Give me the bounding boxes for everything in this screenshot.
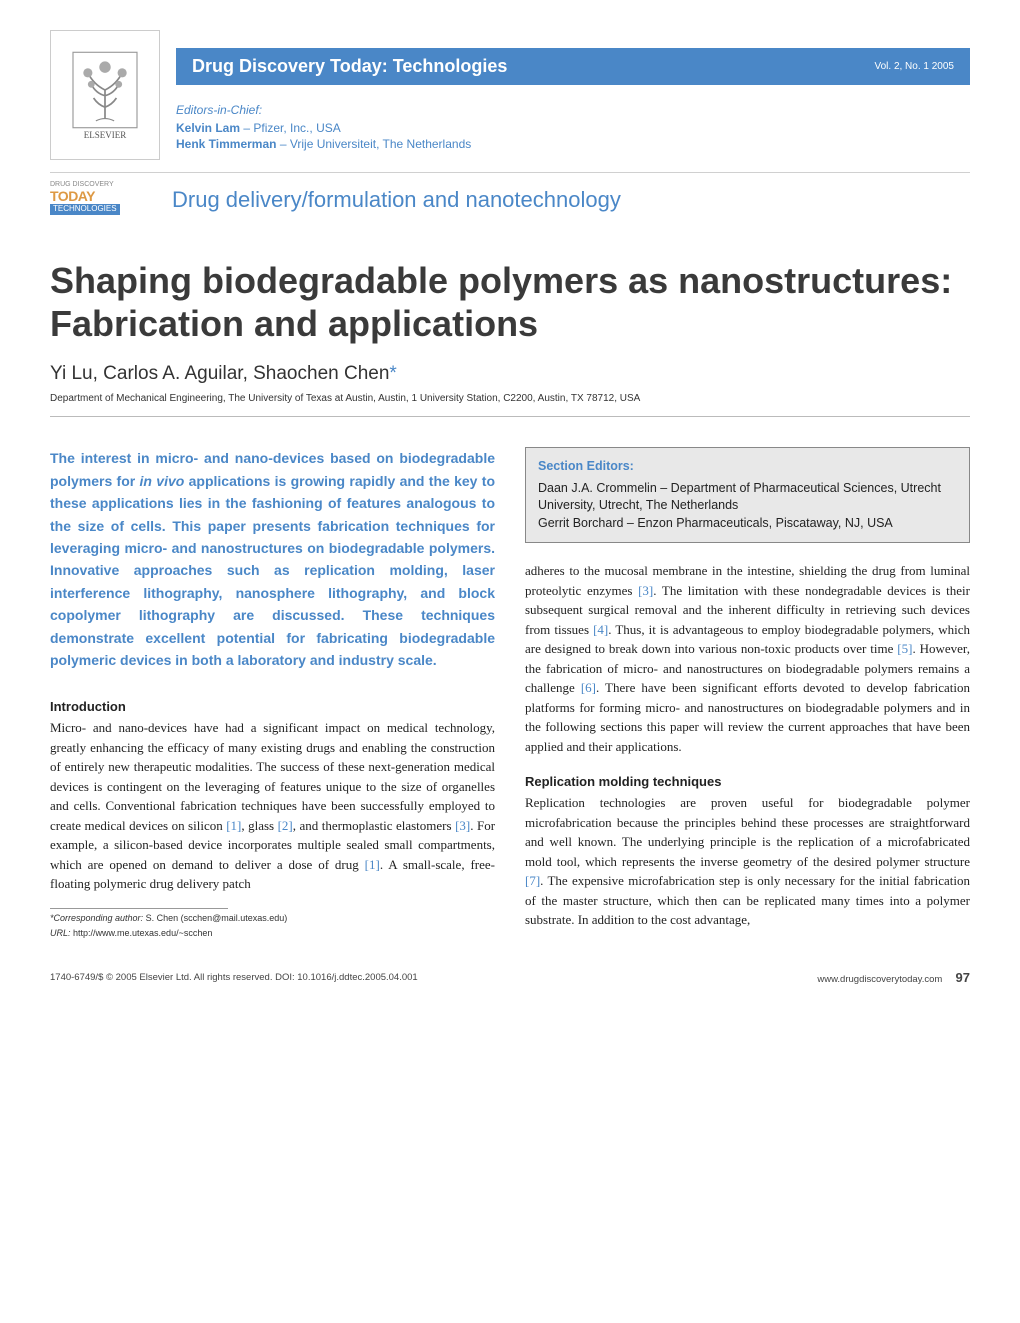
- abstract-italic: in vivo: [140, 473, 185, 489]
- publisher-logo: ELSEVIER: [50, 30, 160, 160]
- editor-name-2: Henk Timmerman: [176, 137, 276, 151]
- ref-1[interactable]: [1]: [226, 818, 241, 833]
- footer-left: 1740-6749/$ © 2005 Elsevier Ltd. All rig…: [50, 972, 418, 983]
- subject-title: Drug delivery/formulation and nanotechno…: [172, 187, 621, 213]
- corresponding-author-footnote: *Corresponding author: S. Chen (scchen@m…: [50, 913, 495, 925]
- section-editors-heading: Section Editors:: [538, 458, 957, 476]
- intro-text-a: Micro- and nano-devices have had a signi…: [50, 720, 495, 833]
- two-column-body: The interest in micro- and nano-devices …: [50, 447, 970, 940]
- elsevier-tree-icon: [70, 50, 140, 130]
- editor-affil-2: – Vrije Universiteit, The Netherlands: [276, 137, 471, 151]
- journal-header-bar: Drug Discovery Today: Technologies Vol. …: [176, 48, 970, 85]
- header-section: ELSEVIER Drug Discovery Today: Technolog…: [50, 30, 970, 160]
- ref-3[interactable]: [3]: [455, 818, 470, 833]
- publisher-name: ELSEVIER: [84, 130, 127, 140]
- authors: Yi Lu, Carlos A. Aguilar, Shaochen Chen*: [50, 363, 970, 385]
- editor-affil-1: – Pfizer, Inc., USA: [240, 121, 341, 135]
- intro-text-c: , and thermoplastic elastomers: [293, 818, 455, 833]
- intro-text-b: , glass: [241, 818, 277, 833]
- section-editor-2: Gerrit Borchard – Enzon Pharmaceuticals,…: [538, 515, 957, 533]
- editor-line-2: Henk Timmerman – Vrije Universiteit, The…: [176, 137, 970, 151]
- corresponding-asterisk: *: [389, 363, 396, 384]
- logo-line-2: TODAY: [50, 189, 160, 204]
- logo-line-3: TECHNOLOGIES: [50, 204, 120, 215]
- section-editor-1: Daan J.A. Crommelin – Department of Phar…: [538, 480, 957, 515]
- footer-url: www.drugdiscoverytoday.com: [817, 974, 942, 985]
- ref-3b[interactable]: [3]: [638, 583, 653, 598]
- repl-text-a: Replication technologies are proven usef…: [525, 795, 970, 869]
- journal-title: Drug Discovery Today: Technologies: [192, 56, 507, 77]
- introduction-paragraph: Micro- and nano-devices have had a signi…: [50, 718, 495, 894]
- ref-2[interactable]: [2]: [278, 818, 293, 833]
- introduction-heading: Introduction: [50, 699, 495, 714]
- article-title: Shaping biodegradable polymers as nanost…: [50, 259, 970, 345]
- left-column: The interest in micro- and nano-devices …: [50, 447, 495, 940]
- subject-row: DRUG DISCOVERY TODAY TECHNOLOGIES Drug d…: [50, 172, 970, 219]
- url-footnote: URL: http://www.me.utexas.edu/~scchen: [50, 928, 495, 940]
- page-footer: 1740-6749/$ © 2005 Elsevier Ltd. All rig…: [50, 970, 970, 985]
- ref-5[interactable]: [5]: [897, 641, 912, 656]
- editors-in-chief-label: Editors-in-Chief:: [176, 103, 970, 117]
- corr-value: S. Chen (scchen@mail.utexas.edu): [143, 913, 287, 923]
- today-technologies-logo: DRUG DISCOVERY TODAY TECHNOLOGIES: [50, 181, 160, 219]
- ref-4[interactable]: [4]: [593, 622, 608, 637]
- authors-list: Yi Lu, Carlos A. Aguilar, Shaochen Chen: [50, 363, 389, 384]
- volume-info: Vol. 2, No. 1 2005: [874, 61, 954, 72]
- affiliation: Department of Mechanical Engineering, Th…: [50, 393, 970, 417]
- page-number: 97: [956, 970, 970, 985]
- ref-6[interactable]: [6]: [581, 680, 596, 695]
- corr-label: *Corresponding author:: [50, 913, 143, 923]
- footer-right: www.drugdiscoverytoday.com 97: [817, 970, 970, 985]
- header-meta: Drug Discovery Today: Technologies Vol. …: [176, 30, 970, 160]
- ref-1b[interactable]: [1]: [365, 857, 380, 872]
- replication-paragraph: Replication technologies are proven usef…: [525, 793, 970, 930]
- abstract-part-2: applications is growing rapidly and the …: [50, 473, 495, 668]
- replication-heading: Replication molding techniques: [525, 774, 970, 789]
- intro-continued-paragraph: adheres to the mucosal membrane in the i…: [525, 561, 970, 756]
- section-editors-box: Section Editors: Daan J.A. Crommelin – D…: [525, 447, 970, 543]
- url-label: URL:: [50, 928, 71, 938]
- footnote-separator: [50, 908, 228, 909]
- ref-7[interactable]: [7]: [525, 873, 540, 888]
- url-value: http://www.me.utexas.edu/~scchen: [71, 928, 213, 938]
- abstract: The interest in micro- and nano-devices …: [50, 447, 495, 671]
- editor-name-1: Kelvin Lam: [176, 121, 240, 135]
- repl-text-b: . The expensive microfabrication step is…: [525, 873, 970, 927]
- editor-line-1: Kelvin Lam – Pfizer, Inc., USA: [176, 121, 970, 135]
- right-column: Section Editors: Daan J.A. Crommelin – D…: [525, 447, 970, 940]
